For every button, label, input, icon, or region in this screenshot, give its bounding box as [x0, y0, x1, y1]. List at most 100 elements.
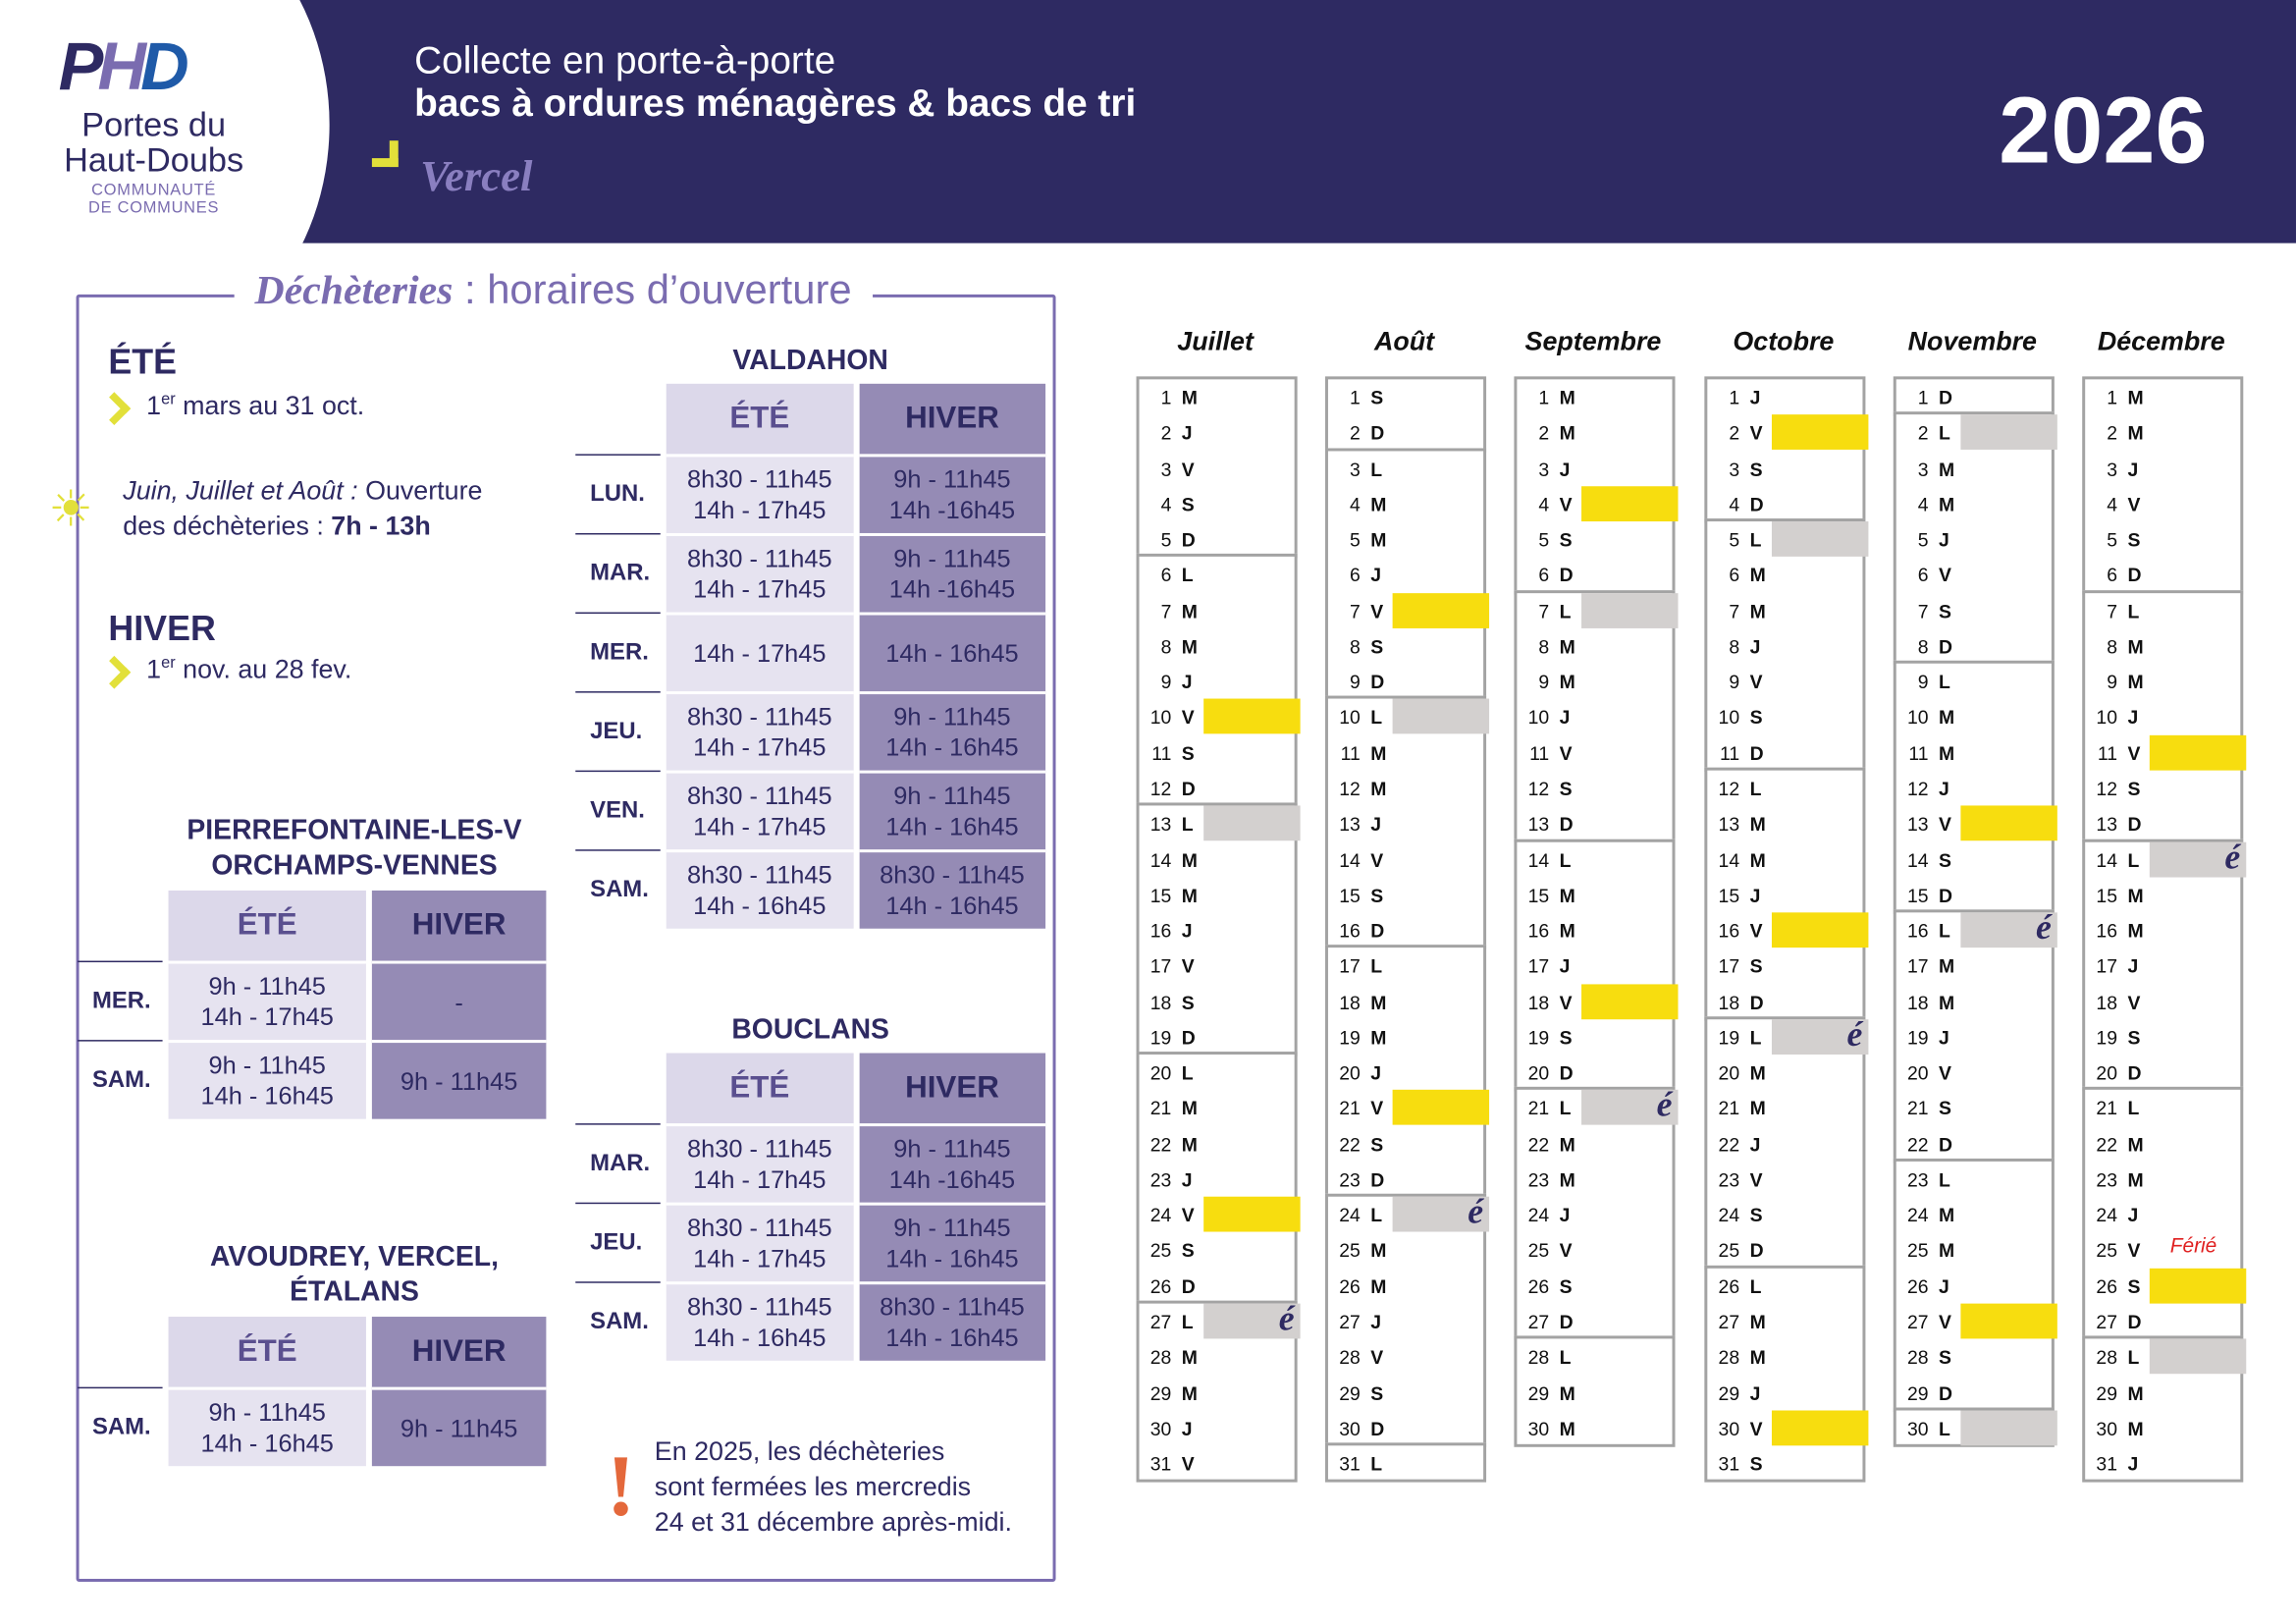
weekday-letter: D: [2127, 564, 2142, 587]
day-number: 22: [1149, 1133, 1172, 1156]
weekday-letter: D: [1749, 493, 1764, 515]
warn-l1: En 2025, les déchèteries: [654, 1436, 945, 1467]
day-label: SAM.: [575, 849, 661, 929]
day-number: 28: [1718, 1346, 1740, 1369]
day-row: 19 S: [2085, 1019, 2239, 1055]
day-row: 29 M: [1140, 1375, 1294, 1410]
weekday-letter: L: [2127, 1097, 2140, 1120]
day-number: 27: [1906, 1311, 1929, 1333]
weekday-letter: V: [1939, 564, 1951, 587]
ete-header: ÉTÉ: [666, 1053, 853, 1124]
month-name: Juillet: [1177, 326, 1254, 356]
day-row: 10 J: [1517, 699, 1671, 734]
schedule-row: SAM. 9h - 11h45 14h - 16h45 9h - 11h45: [78, 1040, 547, 1119]
day-row: 28 L: [2085, 1338, 2247, 1375]
om-collection-marker: [1581, 592, 1679, 628]
month-name: Août: [1373, 326, 1435, 356]
day-number: 28: [2096, 1346, 2117, 1369]
day-row: 21 L: [2085, 1090, 2239, 1125]
schedule-table: ÉTÉ HIVER LUN. 8h30 - 11h45 14h - 17h45 9h - …: [569, 383, 1051, 929]
day-number: 8: [1917, 635, 1929, 658]
day-number: 1: [1160, 386, 1172, 409]
ete-header: ÉTÉ: [168, 890, 366, 961]
day-row: 13 D: [1517, 806, 1671, 841]
hiver-line-1: 8h30 - 11h45: [880, 861, 1025, 890]
week-box: 28 L 29 M 30 M 31 J: [2082, 1335, 2247, 1484]
day-number: 21: [1906, 1097, 1929, 1120]
ete-line-1: 14h - 17h45: [693, 639, 827, 668]
day-number: 17: [1906, 955, 1929, 978]
day-number: 26: [2096, 1274, 2117, 1298]
weekday-letter: S: [1181, 493, 1195, 515]
day-number: 10: [1149, 706, 1172, 730]
tri-collection-marker: [1960, 805, 2057, 841]
month-name: Septembre: [1524, 326, 1662, 356]
day-number: 15: [1149, 884, 1172, 907]
day-number: 14: [1339, 848, 1361, 871]
weekday-letter: D: [1370, 1168, 1385, 1191]
hiver-header: HIVER: [371, 890, 547, 961]
weekday-letter: L: [1939, 422, 1950, 445]
day-row: 25 M: [1328, 1232, 1482, 1268]
tri-collection-marker: [1581, 485, 1679, 521]
day-row: 18 M: [1328, 984, 1482, 1019]
hiver-line-2: 14h - 16h45: [885, 892, 1019, 920]
ete-line-1: 9h - 11h45: [208, 1398, 326, 1427]
day-number: 3: [2107, 458, 2117, 480]
day-number: 9: [1538, 671, 1550, 693]
day-row: 23 M: [1517, 1162, 1671, 1197]
day-number: 26: [1718, 1274, 1740, 1298]
weekday-letter: M: [2127, 884, 2144, 907]
day-number: 21: [1527, 1097, 1550, 1120]
weekday-letter: S: [1749, 706, 1763, 730]
day-number: 30: [1149, 1417, 1172, 1440]
weekday-letter: M: [1749, 564, 1766, 587]
ete-hours: 9h - 11h45 14h - 17h45: [168, 960, 366, 1041]
day-number: 23: [1718, 1168, 1740, 1191]
weekday-letter: M: [1559, 919, 1575, 943]
weekday-letter: M: [1939, 706, 1955, 730]
day-number: 24: [1339, 1204, 1361, 1226]
hiver-line-2: 14h - 16h45: [885, 812, 1019, 841]
day-row: 22 D: [1896, 1126, 2051, 1162]
day-number: 10: [1339, 706, 1361, 730]
weekday-letter: S: [1939, 1346, 1951, 1369]
day-number: 12: [1339, 778, 1361, 800]
day-number: 3: [1349, 458, 1361, 480]
weekday-letter: J: [2127, 1204, 2139, 1226]
ete-label: ÉTÉ: [108, 343, 178, 383]
weekday-letter: J: [1749, 386, 1761, 409]
day-number: 5: [1538, 528, 1550, 551]
weekday-letter: M: [1370, 1026, 1387, 1049]
om-collection-marker: é: [1581, 1087, 1679, 1126]
ete-hours: 8h30 - 11h45 14h - 17h45: [666, 532, 853, 613]
weekday-letter: J: [1749, 1133, 1761, 1156]
day-number: 29: [1718, 1381, 1740, 1404]
tri-collection-marker: [1771, 912, 1869, 948]
day-number: 3: [1729, 458, 1740, 480]
day-number: 4: [1917, 493, 1929, 515]
day-number: 30: [2096, 1417, 2117, 1440]
weekday-letter: L: [1559, 1097, 1572, 1120]
weekday-letter: V: [1559, 1239, 1573, 1263]
day-row: 23 L: [1896, 1162, 2051, 1197]
header-row: ÉTÉ HIVER: [78, 1317, 547, 1387]
day-row: 29 S: [1328, 1375, 1482, 1410]
day-number: 1: [1917, 386, 1929, 409]
